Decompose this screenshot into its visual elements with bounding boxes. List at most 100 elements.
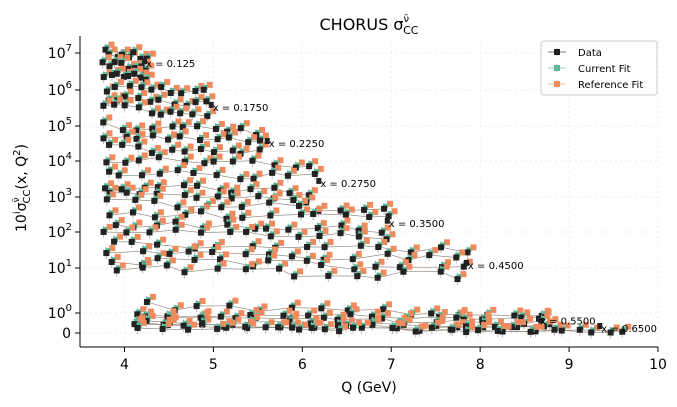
data-point — [154, 255, 161, 262]
reference-fit-point — [469, 324, 476, 331]
data-point — [242, 323, 249, 330]
group-label: x = 0.5500 — [540, 317, 596, 328]
y-tick-label: 107 — [48, 43, 72, 62]
reference-fit-point — [281, 319, 288, 326]
data-point — [354, 273, 361, 280]
data-point — [181, 192, 188, 199]
data-point — [305, 312, 312, 319]
data-point — [361, 206, 368, 213]
reference-fit-point — [292, 313, 299, 320]
reference-fit-point — [185, 119, 192, 126]
data-point — [139, 264, 146, 271]
reference-fit-point — [402, 259, 409, 266]
reference-fit-point — [481, 322, 488, 329]
data-point — [223, 324, 230, 331]
annotation-marker — [535, 315, 541, 322]
reference-fit-point — [230, 216, 237, 223]
reference-fit-point — [317, 165, 324, 172]
data-point — [310, 210, 317, 217]
reference-fit-point — [309, 194, 316, 201]
data-point — [374, 274, 381, 281]
reference-fit-point — [218, 239, 225, 246]
reference-fit-point — [138, 191, 145, 198]
data-point — [191, 256, 198, 263]
reference-fit-point — [255, 258, 262, 265]
reference-fit-point — [367, 201, 374, 208]
data-point — [200, 86, 207, 93]
data-point — [276, 265, 283, 272]
data-point — [213, 172, 220, 179]
data-point — [227, 228, 234, 235]
data-point — [355, 227, 362, 234]
data-point — [210, 158, 217, 165]
data-point — [135, 104, 142, 111]
reference-fit-point — [444, 239, 451, 246]
data-point — [159, 326, 166, 333]
reference-fit-point — [199, 298, 206, 305]
data-point — [297, 211, 304, 218]
reference-fit-point — [232, 297, 239, 304]
reference-fit-point — [326, 309, 333, 316]
data-point — [201, 160, 208, 167]
data-point — [103, 159, 110, 166]
data-point — [100, 102, 107, 109]
data-point — [229, 158, 236, 165]
data-point — [321, 244, 328, 251]
data-point — [381, 205, 388, 212]
data-point — [134, 324, 141, 331]
data-point — [133, 135, 140, 142]
reference-fit-point — [215, 244, 222, 251]
reference-fit-point — [125, 122, 132, 129]
reference-fit-point — [163, 106, 170, 113]
reference-fit-point — [520, 319, 527, 326]
data-point — [181, 148, 188, 155]
reference-fit-point — [170, 316, 177, 323]
reference-fit-point — [203, 224, 210, 231]
data-point — [290, 197, 297, 204]
reference-fit-point — [395, 320, 402, 327]
x-tick-label: 4 — [120, 357, 129, 373]
data-point — [368, 313, 375, 320]
group-label: x = 0.1750 — [213, 103, 269, 114]
reference-fit-point — [108, 41, 115, 48]
data-point — [129, 209, 136, 216]
reference-fit-point — [216, 144, 223, 151]
legend-label: Current Fit — [578, 64, 631, 75]
reference-fit-point — [109, 191, 116, 198]
data-point — [100, 74, 107, 81]
data-point — [338, 222, 345, 229]
reference-fit-point — [145, 259, 152, 266]
data-point — [249, 157, 256, 164]
reference-fit-point — [411, 252, 418, 259]
data-point — [111, 238, 118, 245]
reference-fit-point — [205, 315, 212, 322]
data-point — [237, 176, 244, 183]
data-point — [292, 164, 299, 171]
data-point — [239, 214, 246, 221]
data-point — [143, 298, 150, 305]
data-point — [316, 232, 323, 239]
data-point — [151, 197, 158, 204]
reference-fit-point — [243, 171, 250, 178]
reference-fit-point — [375, 316, 382, 323]
reference-fit-point — [277, 157, 284, 164]
reference-fit-point — [207, 155, 214, 162]
reference-fit-point — [117, 96, 124, 103]
reference-fit-point — [216, 153, 223, 160]
reference-fit-point — [348, 206, 355, 213]
reference-fit-point — [466, 258, 473, 265]
data-point — [265, 257, 272, 264]
reference-fit-point — [381, 239, 388, 246]
reference-fit-point — [314, 319, 321, 326]
reference-fit-point — [311, 187, 318, 194]
reference-fit-point — [203, 132, 210, 139]
data-point — [286, 318, 293, 325]
annotation-marker — [208, 101, 214, 108]
reference-fit-point — [296, 192, 303, 199]
reference-fit-point — [262, 141, 269, 148]
reference-fit-point — [234, 184, 241, 191]
data-point — [385, 213, 392, 220]
data-point — [242, 266, 249, 273]
data-point — [179, 124, 186, 131]
reference-fit-point — [186, 177, 193, 184]
